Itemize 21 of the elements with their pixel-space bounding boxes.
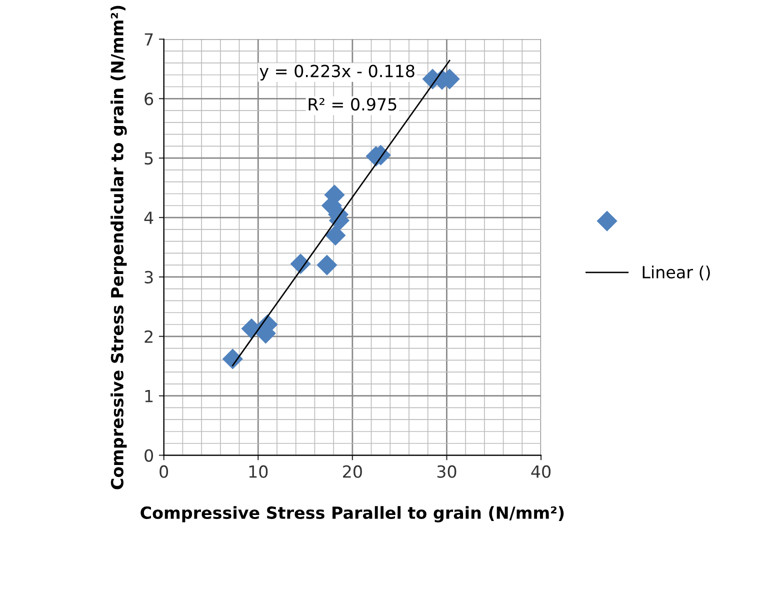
y-tick-label: 5 — [144, 152, 153, 165]
x-tick-label: 20 — [343, 465, 362, 478]
y-tick-label: 7 — [144, 33, 153, 46]
y-tick-label: 6 — [144, 92, 154, 106]
legend-label: Linear () — [642, 266, 710, 280]
annotation: y = 0.223x - 0.118 — [260, 64, 414, 81]
y-tick-label: 1 — [145, 390, 153, 402]
x-axis-title: Compressive Stress Parallel to grain (N/mm²) — [140, 506, 564, 522]
y-tick-label: 3 — [144, 270, 153, 284]
y-tick-label: 0 — [144, 449, 153, 462]
point — [316, 254, 338, 276]
x-tick-label: 0 — [160, 465, 168, 478]
x-tick-label: 30 — [437, 465, 456, 478]
y-tick-label: 2 — [144, 330, 152, 343]
point — [222, 348, 243, 370]
point — [325, 225, 346, 246]
y-axis-title: Compressive Stress Perpendicular to grain (N/mm²) — [110, 6, 127, 490]
x-tick-label: 10 — [249, 465, 268, 478]
y-tick-label: 4 — [144, 212, 154, 224]
x-tick-label: 40 — [531, 465, 551, 478]
annotation: R² = 0.975 — [308, 98, 396, 111]
